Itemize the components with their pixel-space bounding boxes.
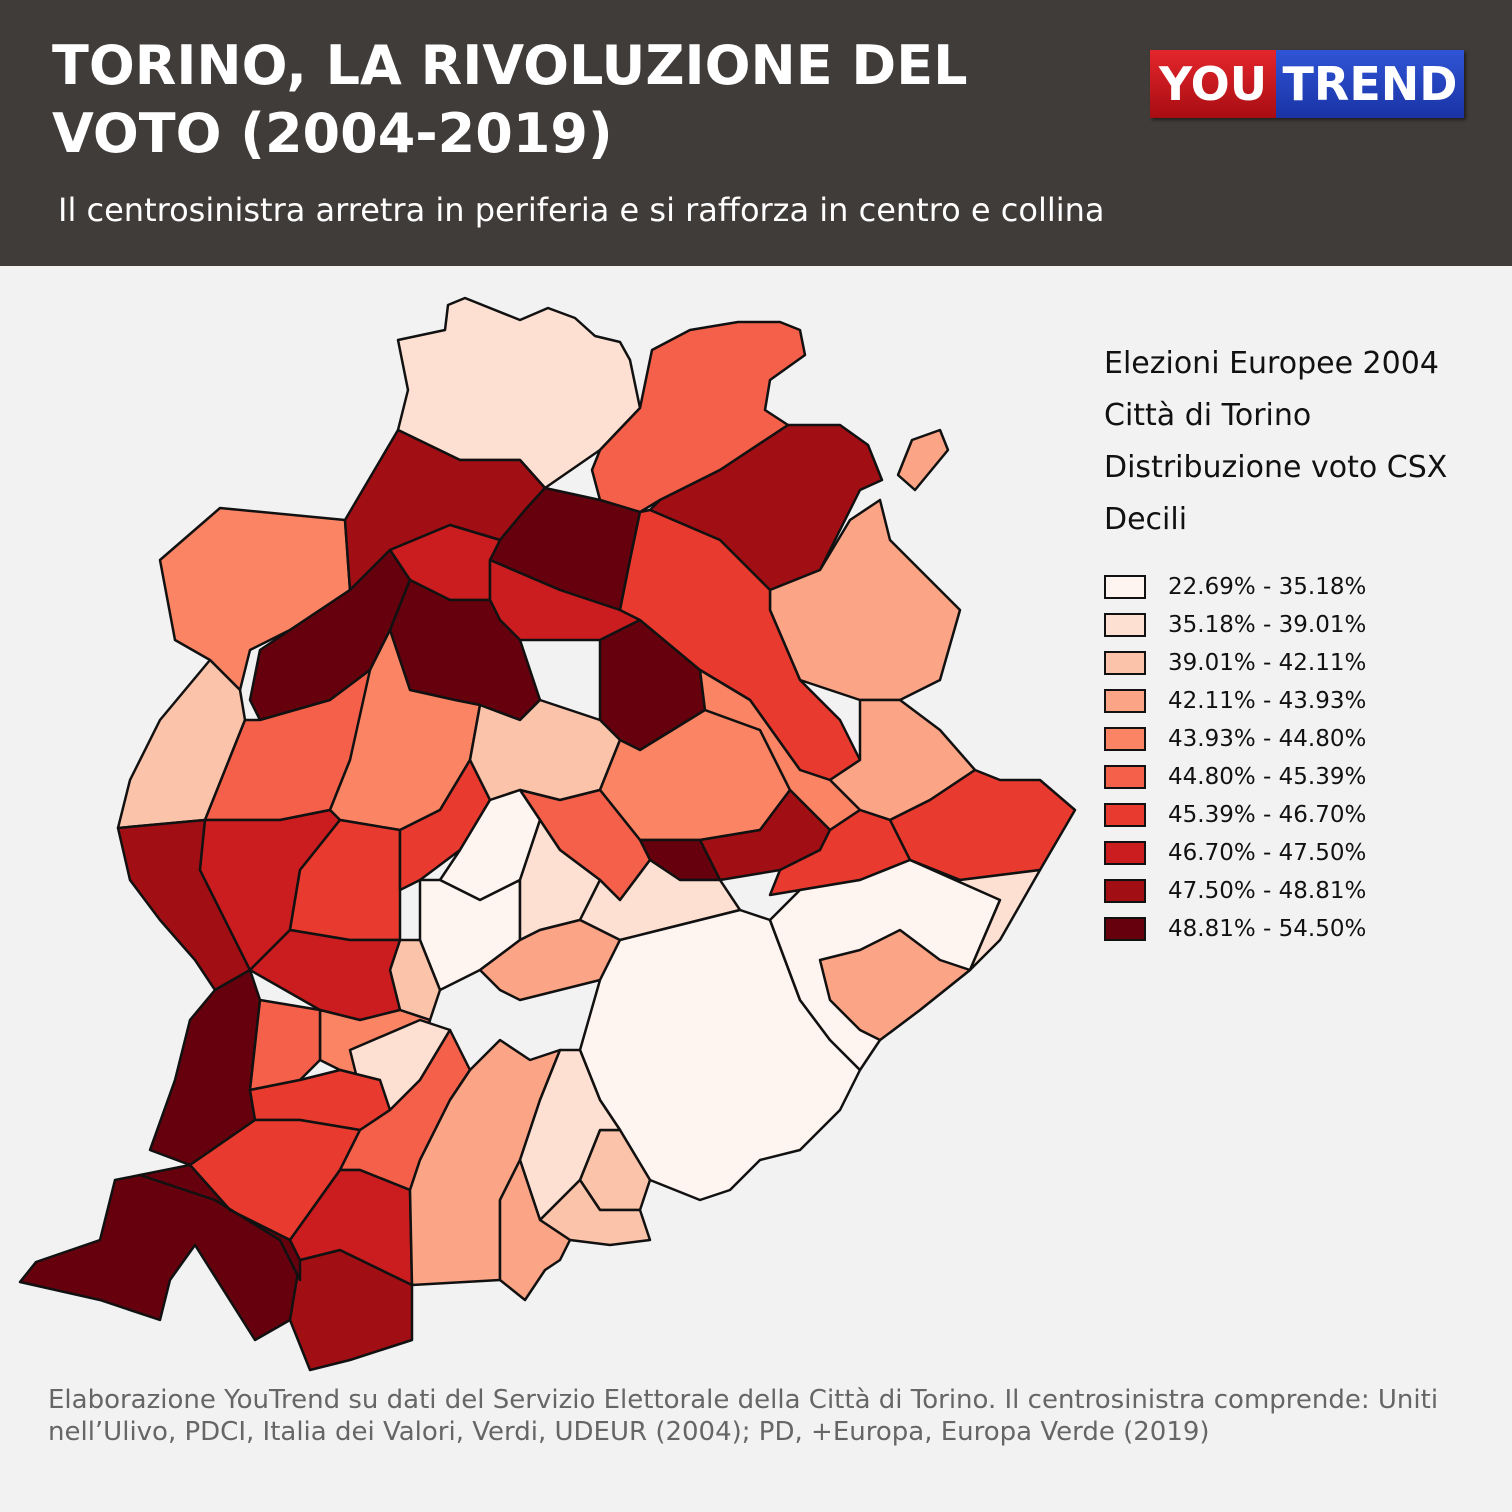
legend-title: Elezioni Europee 2004 Città di Torino Di… [1104,338,1447,546]
legend-label: 47.50% - 48.81% [1168,878,1367,904]
legend-swatch [1104,613,1146,637]
map-district-center-west-light [468,698,622,802]
map-district-east-small-island [896,428,950,492]
legend-swatch [1104,689,1146,713]
legend-label: 48.81% - 54.50% [1168,916,1367,942]
legend-label: 45.39% - 46.70% [1168,802,1367,828]
legend-item: 35.18% - 39.01% [1104,606,1366,644]
map-district-south-mid-orange-b [248,998,322,1092]
legend-item: 46.70% - 47.50% [1104,834,1366,872]
legend-swatch [1104,727,1146,751]
page-title: TORINO, LA RIVOLUZIONE DEL VOTO (2004-20… [52,34,968,165]
legend: 22.69% - 35.18% 35.18% - 39.01% 39.01% -… [1104,568,1366,948]
legend-item: 22.69% - 35.18% [1104,568,1366,606]
legend-item: 42.11% - 43.93% [1104,682,1366,720]
legend-label: 39.01% - 42.11% [1168,650,1367,676]
legend-swatch [1104,879,1146,903]
legend-swatch [1104,841,1146,865]
map-district-east-bank-red [618,508,862,782]
legend-title-line: Elezioni Europee 2004 [1104,346,1439,381]
youtrend-logo: YOU TREND [1150,50,1464,118]
legend-swatch [1104,917,1146,941]
map-district-hill-salmon [818,928,972,1042]
map-district-center-east-orange [698,668,862,832]
legend-swatch [1104,765,1146,789]
header-bar: TORINO, LA RIVOLUZIONE DEL VOTO (2004-20… [0,0,1512,266]
legend-label: 44.80% - 45.39% [1168,764,1367,790]
legend-title-line: Città di Torino [1104,398,1312,433]
legend-item: 45.39% - 46.70% [1104,796,1366,834]
source-note: Elaborazione YouTrend su dati del Serviz… [48,1385,1439,1447]
map-district-south-east-salmon [538,1178,652,1247]
legend-swatch [1104,803,1146,827]
legend-swatch [1104,651,1146,675]
choropleth-map [18,296,1077,1372]
logo-you-text: YOU [1150,50,1276,118]
map-district-north-east-orange [590,320,807,514]
map-district-hill-light [908,858,1042,972]
legend-title-line: Decili [1104,502,1188,537]
legend-item: 39.01% - 42.11% [1104,644,1366,682]
logo-trend-text: TREND [1276,50,1464,118]
map-district-east-salmon-strip [498,1158,572,1302]
legend-label: 42.11% - 43.93% [1168,688,1367,714]
legend-swatch [1104,575,1146,599]
legend-item: 47.50% - 48.81% [1104,872,1366,910]
legend-item: 44.80% - 45.39% [1104,758,1366,796]
legend-label: 46.70% - 47.50% [1168,840,1367,866]
legend-label: 35.18% - 39.01% [1168,612,1367,638]
legend-label: 43.93% - 44.80% [1168,726,1367,752]
legend-label: 22.69% - 35.18% [1168,574,1367,600]
page-subtitle: Il centrosinistra arretra in periferia e… [58,191,1105,229]
legend-item: 48.81% - 54.50% [1104,910,1366,948]
legend-item: 43.93% - 44.80% [1104,720,1366,758]
legend-title-line: Distribuzione voto CSX [1104,450,1448,485]
